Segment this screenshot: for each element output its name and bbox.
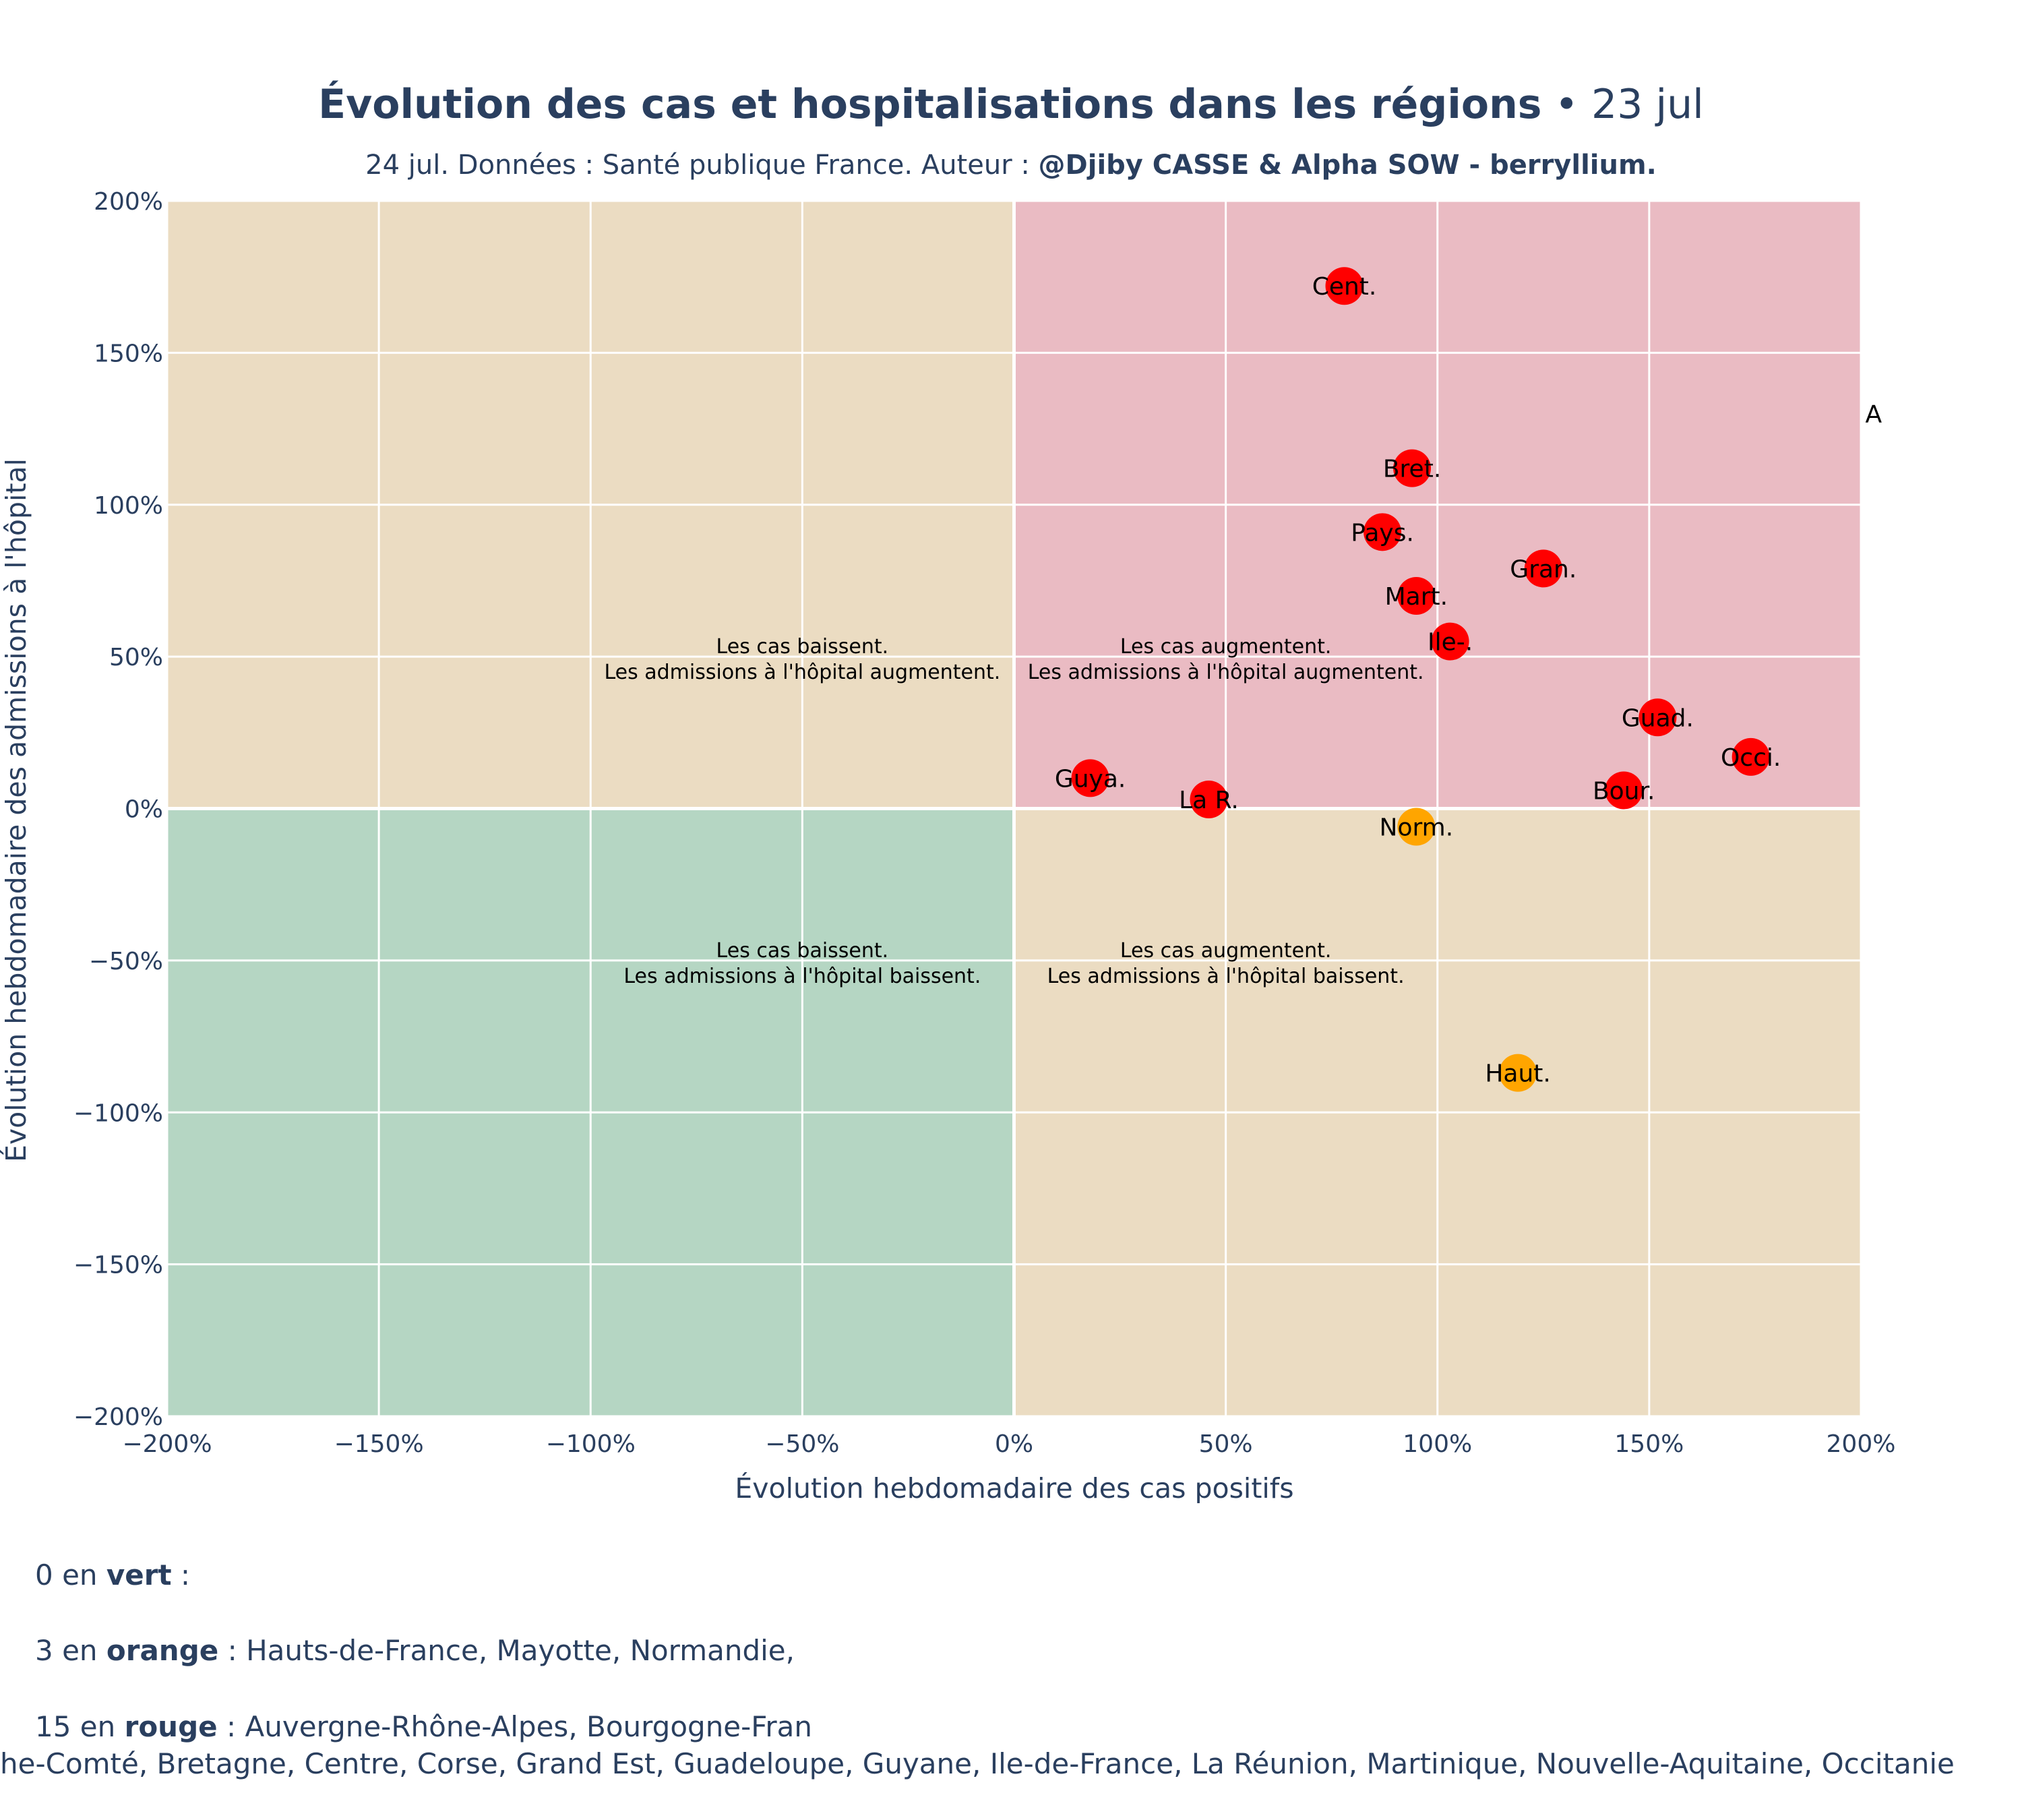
x-tick-label: −200% bbox=[122, 1430, 212, 1458]
data-point: Ile-. bbox=[1428, 622, 1473, 661]
point-label: Pays. bbox=[1351, 519, 1414, 547]
point-marker bbox=[1524, 549, 1562, 588]
point-label: Bret. bbox=[1383, 456, 1441, 483]
data-point: Bour. bbox=[1593, 771, 1655, 810]
subtitle-text: 24 jul. Données : Santé publique France.… bbox=[365, 150, 1657, 181]
title-date: 23 jul bbox=[1591, 81, 1704, 128]
data-point: A bbox=[1866, 401, 1882, 429]
annotation-line: Les admissions à l'hôpital baissent. bbox=[1047, 965, 1405, 988]
point-marker bbox=[1605, 771, 1643, 810]
annotation-line: Les admissions à l'hôpital augmentent. bbox=[1028, 661, 1424, 684]
y-tick-label: −200% bbox=[73, 1403, 163, 1431]
point-label: Guad. bbox=[1622, 704, 1694, 732]
data-point: Pays. bbox=[1351, 513, 1414, 551]
data-point: Guya. bbox=[1055, 759, 1126, 797]
title-text: Évolution des cas et hospitalisations da… bbox=[318, 80, 1704, 128]
data-point: Occi. bbox=[1721, 737, 1781, 776]
annotation-line: Les cas augmentent. bbox=[1120, 635, 1332, 659]
data-point: Haut. bbox=[1485, 1054, 1551, 1092]
x-tick-label: 100% bbox=[1403, 1430, 1472, 1458]
x-tick-label: 0% bbox=[995, 1430, 1033, 1458]
data-point: Gran. bbox=[1510, 549, 1576, 588]
x-axis-label: Évolution hebdomadaire des cas positifs bbox=[735, 1472, 1293, 1503]
legend-red-continued: he-Comté, Bretagne, Centre, Corse, Grand… bbox=[0, 1747, 1955, 1780]
data-point: Mart. bbox=[1385, 576, 1448, 615]
point-label: Gran. bbox=[1510, 555, 1576, 583]
quadrant-annotation: Les cas augmentent. Les admissions à l'hô… bbox=[1047, 939, 1405, 988]
point-label: Occi. bbox=[1721, 744, 1781, 772]
annotations: Les cas baissent. Les admissions à l'hôpi… bbox=[604, 635, 1423, 988]
y-tick-label: 50% bbox=[109, 644, 163, 671]
y-tick-label: −150% bbox=[73, 1252, 163, 1279]
annotation-line: Les admissions à l'hôpital baissent. bbox=[623, 965, 981, 988]
x-tick-label: 200% bbox=[1827, 1430, 1896, 1458]
y-tick-label: 200% bbox=[94, 188, 163, 216]
title-separator: • bbox=[1542, 81, 1592, 128]
title-main: Évolution des cas et hospitalisations da… bbox=[318, 80, 1541, 128]
point-marker bbox=[1190, 780, 1228, 818]
point-label: La R. bbox=[1179, 787, 1239, 814]
point-marker bbox=[1732, 737, 1770, 776]
point-marker bbox=[1638, 698, 1677, 737]
y-tick-label: 0% bbox=[125, 796, 163, 824]
point-marker bbox=[1393, 449, 1432, 487]
point-marker bbox=[1364, 513, 1402, 551]
legend-green: 0 en vert : bbox=[35, 1558, 191, 1591]
point-marker bbox=[1431, 622, 1469, 661]
quadrant-annotation: Les cas baissent. Les admissions à l'hôpi… bbox=[623, 939, 981, 988]
point-marker bbox=[1397, 808, 1436, 846]
x-axis-ticks: −200% −150% −100% −50% 0% 50% 100% 150% 200% bbox=[122, 1430, 1895, 1458]
x-tick-label: 50% bbox=[1199, 1430, 1253, 1458]
point-label: Norm. bbox=[1380, 814, 1454, 842]
legend-red: 15 en rouge : Auvergne-Rhône-Alpes, Bour… bbox=[35, 1710, 813, 1743]
data-point: Norm. bbox=[1380, 808, 1454, 846]
point-marker bbox=[1325, 267, 1364, 305]
subtitle-author: @Djiby CASSE & Alpha SOW - berryllium. bbox=[1039, 150, 1657, 181]
y-axis-ticks: −200% −150% −100% −50% 0% 50% 100% 150% 200% bbox=[73, 188, 163, 1431]
y-tick-label: 100% bbox=[94, 492, 163, 520]
point-label: Bour. bbox=[1593, 777, 1655, 805]
x-tick-label: −50% bbox=[765, 1430, 839, 1458]
data-point: Cent. bbox=[1312, 267, 1377, 305]
point-label: A bbox=[1866, 401, 1882, 429]
point-marker bbox=[1397, 576, 1436, 615]
chart-title: Évolution des cas et hospitalisations da… bbox=[318, 80, 1704, 128]
x-tick-label: 150% bbox=[1614, 1430, 1684, 1458]
quadrant-annotation: Les cas baissent. Les admissions à l'hôpi… bbox=[604, 635, 1000, 684]
grid bbox=[166, 200, 1862, 1418]
data-point: Guad. bbox=[1622, 698, 1694, 737]
annotation-line: Les cas baissent. bbox=[716, 635, 889, 659]
y-axis-label: Évolution hebdomadaire des admissions à … bbox=[0, 458, 32, 1162]
data-point: Bret. bbox=[1383, 449, 1441, 487]
point-label: Mart. bbox=[1385, 583, 1448, 611]
chart-subtitle: 24 jul. Données : Santé publique France.… bbox=[365, 150, 1657, 181]
data-points: Cent. Bret. Pays. Gran. Mart. Ile-. Guad. Occi.… bbox=[1055, 267, 1882, 1092]
subtitle-source: 24 jul. Données : Santé publique France.… bbox=[365, 150, 1038, 181]
point-label: Haut. bbox=[1485, 1060, 1551, 1088]
point-label: Cent. bbox=[1312, 273, 1377, 301]
y-tick-label: −100% bbox=[73, 1099, 163, 1127]
quadrant-annotation: Les cas augmentent. Les admissions à l'hô… bbox=[1028, 635, 1424, 684]
x-tick-label: −100% bbox=[546, 1430, 636, 1458]
point-label: Guya. bbox=[1055, 765, 1126, 793]
y-tick-label: 150% bbox=[94, 340, 163, 367]
data-point: La R. bbox=[1179, 780, 1239, 818]
x-tick-label: −150% bbox=[334, 1430, 424, 1458]
point-marker bbox=[1071, 759, 1109, 797]
point-label: Ile-. bbox=[1428, 629, 1473, 657]
chart: Évolution des cas et hospitalisations da… bbox=[0, 80, 1895, 1503]
annotation-line: Les cas augmentent. bbox=[1120, 939, 1332, 963]
legend-orange: 3 en orange : Hauts-de-France, Mayotte, … bbox=[35, 1634, 795, 1667]
y-tick-label: −50% bbox=[89, 948, 163, 975]
point-marker bbox=[1499, 1054, 1537, 1092]
annotation-line: Les admissions à l'hôpital augmentent. bbox=[604, 661, 1000, 684]
annotation-line: Les cas baissent. bbox=[716, 939, 889, 963]
